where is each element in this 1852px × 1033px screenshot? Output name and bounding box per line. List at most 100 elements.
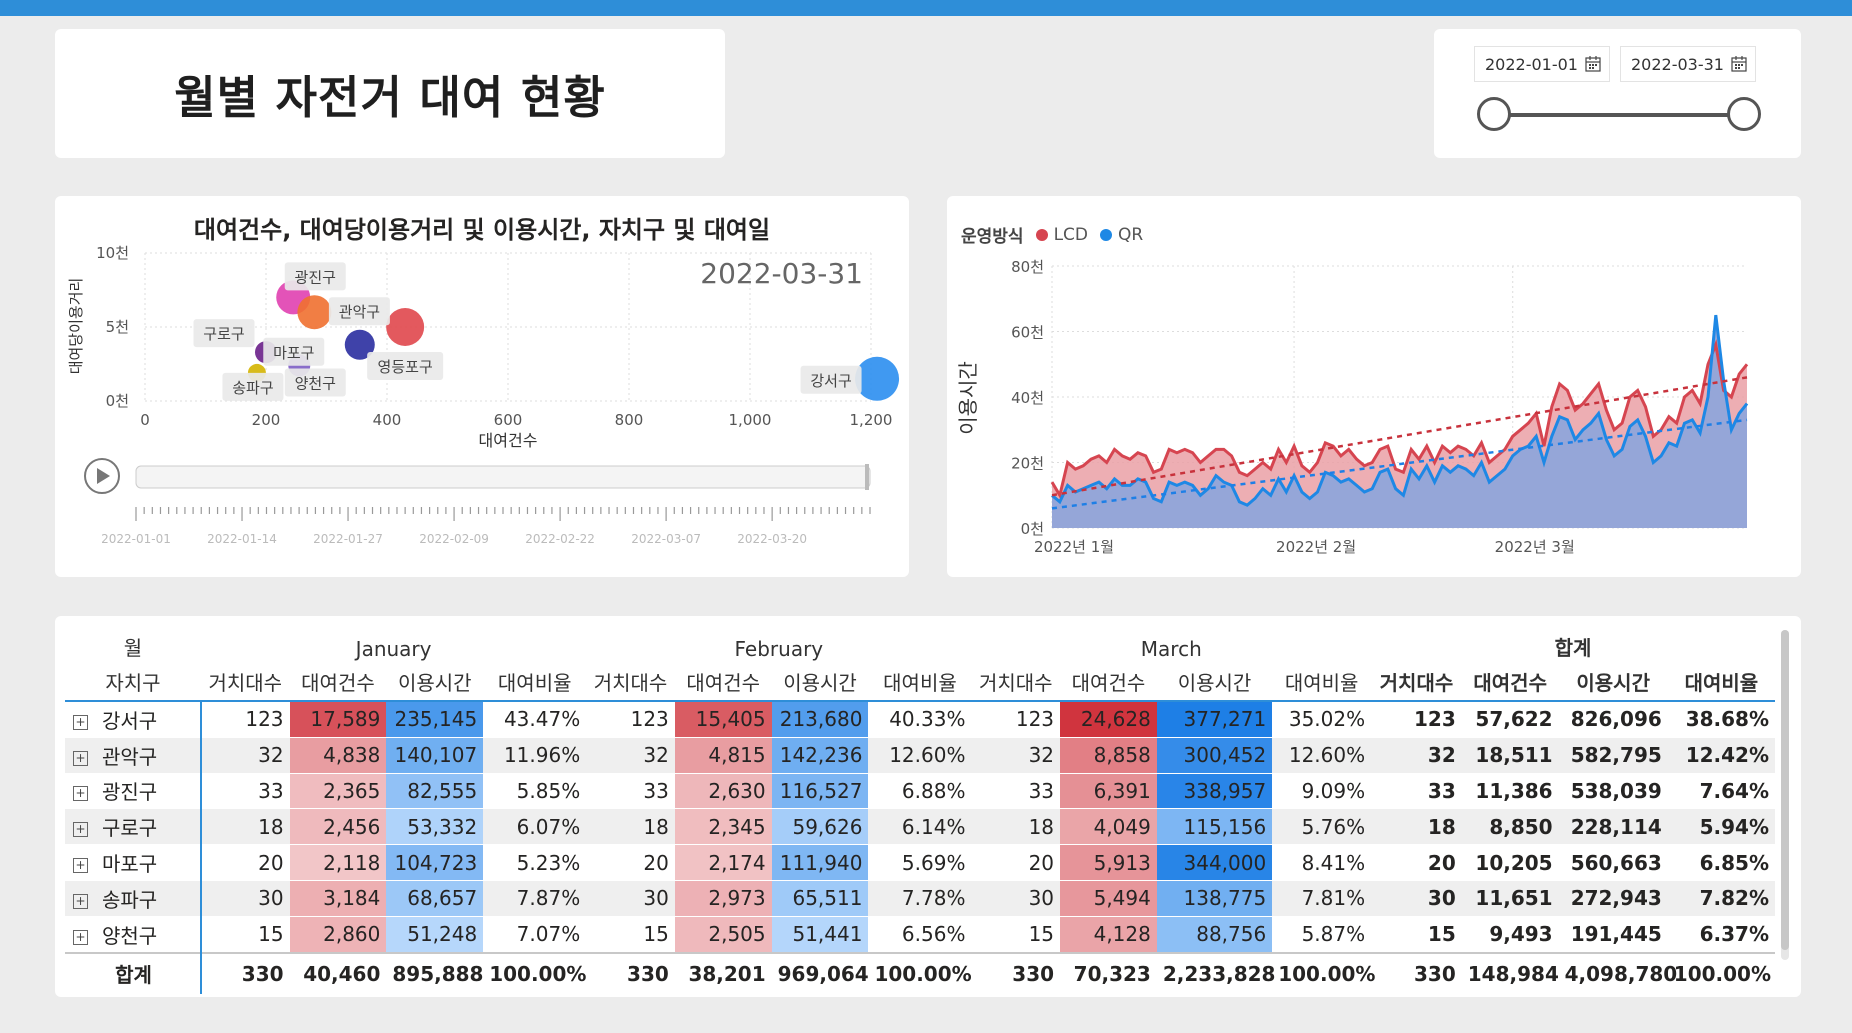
expand-icon[interactable]: + <box>73 750 88 766</box>
cell-feb-3: 40.33% <box>868 700 972 738</box>
cell-jan-1: 2,118 <box>289 844 387 881</box>
scatter-chart[interactable]: 0 200 400 600 800 1,000 1,200 0천 5천 10천 광진구관악구영등포… <box>55 196 909 577</box>
expand-icon[interactable]: + <box>73 893 88 909</box>
table-scrollbar-thumb[interactable] <box>1781 630 1789 950</box>
col-header-mar-2[interactable]: 이용시간 <box>1156 662 1273 702</box>
scatter-point[interactable] <box>855 356 900 401</box>
cell-mar-3: 12.60% <box>1272 736 1372 774</box>
cell-mar-0: 20 <box>971 844 1061 881</box>
end-date-input[interactable]: 2022-03-31 <box>1620 46 1756 82</box>
table-row[interactable]: + 양천구 15 2,860 51,248 7.07% 15 2,505 51,441 6.56%… <box>65 915 1775 953</box>
col-header-jan-2[interactable]: 이용시간 <box>386 662 484 702</box>
col-header-feb-3[interactable]: 대여비율 <box>868 662 972 702</box>
lcd-line[interactable] <box>1050 339 1749 500</box>
title-card: 월별 자전거 대여 현황 <box>55 29 725 158</box>
col-header-mar-0[interactable]: 거치대수 <box>971 662 1061 702</box>
cell-tot-2: 4,098,780 <box>1558 951 1677 994</box>
cell-feb-3: 7.78% <box>868 879 972 917</box>
cell-tot-3: 100.00% <box>1667 951 1775 994</box>
cell-jan-2: 104,723 <box>386 844 484 881</box>
table-row[interactable]: + 강서구 123 17,589 235,145 43.47% 123 15,405 213,6… <box>65 700 1775 738</box>
area-chart[interactable]: 0천 20천 40천 60천 80천 2022년 1월 2022년 2월 2022년 3월 이… <box>947 196 1801 577</box>
expand-icon[interactable]: + <box>73 858 88 874</box>
row-name-cell: + 관악구 <box>65 736 202 774</box>
row-name-cell: + 양천구 <box>65 915 202 953</box>
cell-feb-3: 5.69% <box>868 844 972 881</box>
cell-jan-2: 53,332 <box>386 808 484 845</box>
qr-area <box>1052 315 1747 528</box>
col-header-tot-3[interactable]: 대여비율 <box>1667 662 1775 702</box>
table-row[interactable]: + 광진구 33 2,365 82,555 5.85% 33 2,630 116,527 6.88… <box>65 772 1775 809</box>
expand-icon[interactable]: + <box>73 929 88 945</box>
col-header-jan-1[interactable]: 대여건수 <box>289 662 387 702</box>
cell-jan-0: 18 <box>200 808 290 845</box>
group-march: March <box>1140 637 1202 661</box>
point-label: 구로구 <box>203 325 244 343</box>
cell-feb-1: 38,201 <box>674 951 772 994</box>
table-row[interactable]: + 마포구 20 2,118 104,723 5.23% 20 2,174 111,940 5.6… <box>65 844 1775 881</box>
cell-jan-3: 43.47% <box>483 700 587 738</box>
play-axis-tick-label: 2022-03-20 <box>737 532 807 546</box>
col-header-tot-0[interactable]: 거치대수 <box>1371 662 1462 702</box>
expand-icon[interactable]: + <box>73 822 88 838</box>
district-name: 마포구 <box>102 852 158 877</box>
scatter-point[interactable] <box>297 295 332 330</box>
cell-jan-1: 2,365 <box>289 772 387 809</box>
cell-mar-1: 4,049 <box>1060 808 1157 845</box>
scatter-point[interactable] <box>386 308 425 346</box>
cell-feb-2: 969,064 <box>771 951 869 994</box>
col-header-feb-1[interactable]: 대여건수 <box>674 662 772 702</box>
col-header-mar-1[interactable]: 대여건수 <box>1060 662 1157 702</box>
total-row[interactable]: 합계 330 40,460 895,888 100.00% 330 38,201 969,06… <box>65 951 1775 994</box>
cell-jan-2: 51,248 <box>386 915 484 953</box>
cell-jan-0: 15 <box>200 915 290 953</box>
col-header-feb-2[interactable]: 이용시간 <box>771 662 869 702</box>
cell-mar-0: 30 <box>971 879 1061 917</box>
date-range-track[interactable] <box>1496 113 1744 117</box>
cell-tot-0: 330 <box>1371 951 1462 994</box>
calendar-icon[interactable] <box>1585 56 1601 72</box>
range-end-handle[interactable] <box>1727 97 1761 131</box>
cell-jan-2: 68,657 <box>386 879 484 917</box>
expand-icon[interactable]: + <box>73 714 88 730</box>
x-tick-label: 800 <box>615 411 644 429</box>
cell-feb-3: 6.14% <box>868 808 972 845</box>
qr-line[interactable] <box>1051 314 1749 507</box>
calendar-icon[interactable] <box>1731 56 1747 72</box>
point-label: 양천구 <box>295 374 336 392</box>
cell-feb-0: 20 <box>586 844 675 881</box>
play-button[interactable] <box>84 458 120 494</box>
col-header-tot-1[interactable]: 대여건수 <box>1461 662 1559 702</box>
cell-tot-1: 11,386 <box>1461 772 1559 809</box>
x-tick-label: 1,000 <box>729 411 772 429</box>
col-header-tot-2[interactable]: 이용시간 <box>1558 662 1668 702</box>
district-name: 광진구 <box>102 780 158 805</box>
table-row[interactable]: + 관악구 32 4,838 140,107 11.96% 32 4,815 142,236 12… <box>65 736 1775 774</box>
point-label: 광진구 <box>295 268 336 286</box>
cell-mar-0: 33 <box>971 772 1061 809</box>
legend-lcd-label[interactable]: LCD <box>1053 224 1088 245</box>
legend-qr-label[interactable]: QR <box>1118 224 1144 245</box>
cell-mar-1: 24,628 <box>1060 700 1157 738</box>
cell-feb-2: 51,441 <box>771 915 869 953</box>
play-axis-track[interactable] <box>135 465 871 489</box>
cell-tot-0: 30 <box>1371 879 1462 917</box>
cell-mar-3: 8.41% <box>1272 844 1372 881</box>
x-tick-label: 600 <box>494 411 523 429</box>
table-row[interactable]: + 구로구 18 2,456 53,332 6.07% 18 2,345 59,626 6.14%… <box>65 808 1775 845</box>
col-header-jan-3[interactable]: 대여비율 <box>483 662 587 702</box>
col-header-mar-3[interactable]: 대여비율 <box>1272 662 1372 702</box>
play-axis-handle[interactable] <box>865 464 869 490</box>
cell-mar-2: 377,271 <box>1156 700 1273 738</box>
range-start-handle[interactable] <box>1477 97 1511 131</box>
cell-feb-0: 30 <box>586 879 675 917</box>
play-axis-date: 2022-03-31 <box>700 257 863 290</box>
col-header-jan-0[interactable]: 거치대수 <box>200 662 290 702</box>
cell-tot-2: 826,096 <box>1558 700 1668 738</box>
expand-icon[interactable]: + <box>73 786 88 802</box>
start-date-input[interactable]: 2022-01-01 <box>1474 46 1610 82</box>
scatter-point[interactable] <box>344 329 375 360</box>
table-row[interactable]: + 송파구 30 3,184 68,657 7.87% 30 2,973 65,511 7.78%… <box>65 879 1775 917</box>
cell-tot-2: 560,663 <box>1558 844 1668 881</box>
col-header-feb-0[interactable]: 거치대수 <box>586 662 675 702</box>
